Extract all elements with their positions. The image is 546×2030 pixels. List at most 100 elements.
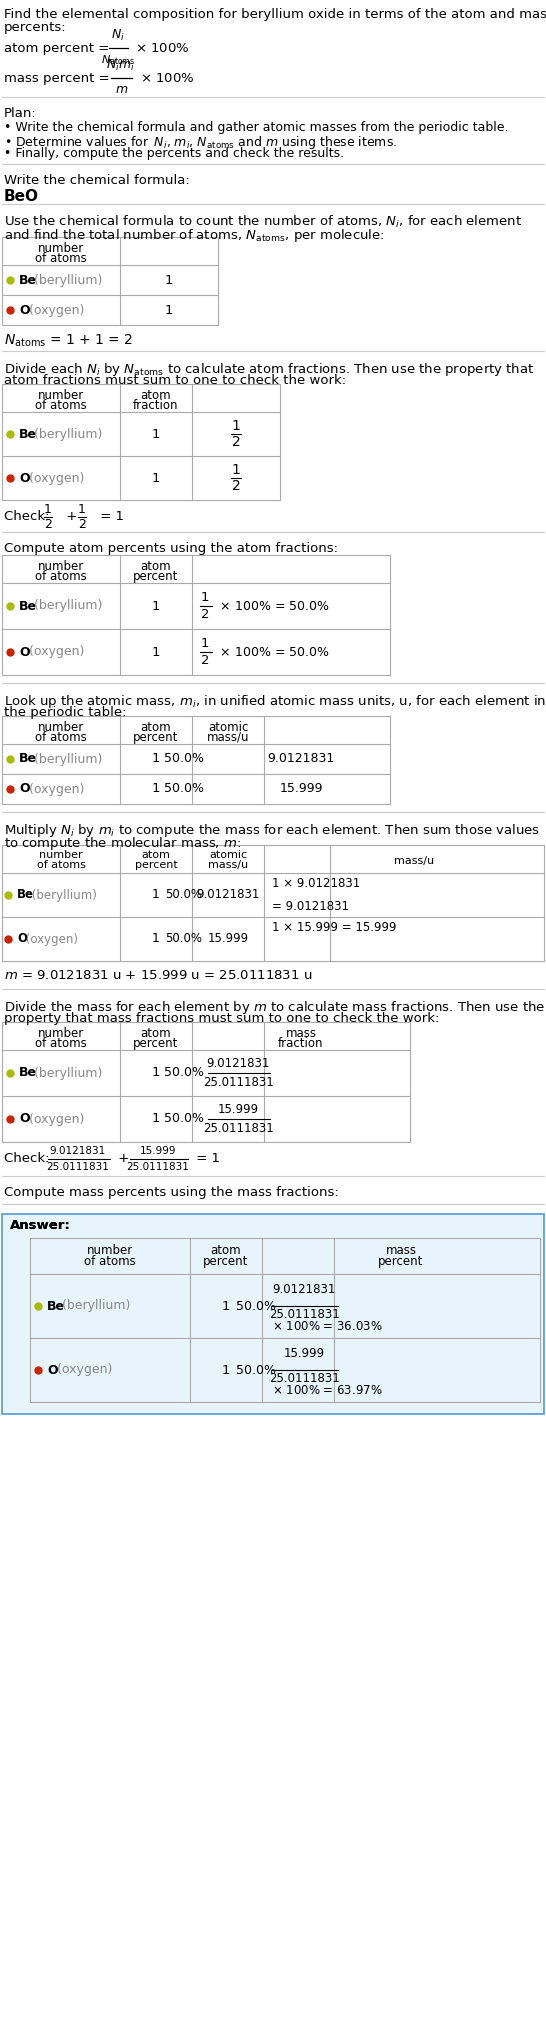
Text: O: O bbox=[19, 782, 29, 796]
Text: 1: 1 bbox=[152, 889, 160, 901]
Text: Be: Be bbox=[19, 599, 37, 613]
Text: O: O bbox=[19, 646, 29, 658]
Bar bbox=[30, 1238, 540, 1403]
Text: 2: 2 bbox=[232, 434, 240, 449]
Text: 1: 1 bbox=[152, 753, 160, 765]
Text: (oxygen): (oxygen) bbox=[52, 1364, 112, 1376]
Text: number: number bbox=[39, 851, 83, 861]
Text: 1: 1 bbox=[152, 599, 160, 613]
Text: (oxygen): (oxygen) bbox=[25, 782, 84, 796]
Text: 1: 1 bbox=[152, 782, 160, 796]
Text: O: O bbox=[19, 471, 29, 485]
Text: Check:: Check: bbox=[4, 510, 54, 524]
Text: 50.0%: 50.0% bbox=[236, 1299, 276, 1313]
Text: mass: mass bbox=[385, 1244, 417, 1257]
Text: 15.999: 15.999 bbox=[140, 1147, 176, 1155]
Text: • Determine values for  ​$N_i$, $m_i$, $N_{\rm atoms}$ and $m$ using these items: • Determine values for ​$N_i$, $m_i$, $N… bbox=[4, 134, 397, 150]
Text: Compute atom percents using the atom fractions:: Compute atom percents using the atom fra… bbox=[4, 542, 338, 554]
Bar bbox=[2, 384, 280, 499]
Bar bbox=[2, 1021, 410, 1143]
Text: (beryllium): (beryllium) bbox=[30, 428, 103, 441]
Text: Be: Be bbox=[17, 889, 34, 901]
Text: of atoms: of atoms bbox=[35, 731, 87, 745]
Text: $m$ = 9.0121831 u + 15.999 u = 25.0111831 u: $m$ = 9.0121831 u + 15.999 u = 25.011183… bbox=[4, 968, 312, 983]
Text: of atoms: of atoms bbox=[35, 570, 87, 583]
Text: atom: atom bbox=[141, 721, 171, 735]
Text: Be: Be bbox=[19, 753, 37, 765]
Text: 50.0%: 50.0% bbox=[165, 932, 203, 946]
Text: O: O bbox=[47, 1364, 58, 1376]
Text: 1: 1 bbox=[152, 471, 160, 485]
Text: mass percent =: mass percent = bbox=[4, 71, 114, 85]
Bar bbox=[2, 844, 544, 960]
Text: $N_{\rm atoms}$ = 1 + 1 = 2: $N_{\rm atoms}$ = 1 + 1 = 2 bbox=[4, 333, 133, 349]
Text: percent: percent bbox=[133, 1037, 179, 1050]
Text: atom: atom bbox=[211, 1244, 241, 1257]
Text: 25.0111831: 25.0111831 bbox=[46, 1161, 109, 1171]
Text: 1: 1 bbox=[201, 591, 209, 605]
Text: BeO: BeO bbox=[4, 189, 39, 203]
Text: 9.0121831: 9.0121831 bbox=[272, 1283, 336, 1295]
Text: percent: percent bbox=[133, 731, 179, 745]
Text: 1: 1 bbox=[165, 274, 173, 286]
Text: Multiply $N_i$ by $m_i$ to compute the mass for each element. Then sum those val: Multiply $N_i$ by $m_i$ to compute the m… bbox=[4, 822, 540, 838]
Text: mass/u: mass/u bbox=[207, 731, 250, 745]
Text: atom: atom bbox=[141, 390, 171, 402]
Text: 2: 2 bbox=[232, 479, 240, 493]
Text: 1: 1 bbox=[152, 1112, 160, 1125]
Text: Be: Be bbox=[47, 1299, 65, 1313]
Text: Plan:: Plan: bbox=[4, 108, 37, 120]
Text: of atoms: of atoms bbox=[35, 400, 87, 412]
Text: atom percent =: atom percent = bbox=[4, 41, 114, 55]
Text: number: number bbox=[38, 242, 84, 256]
Text: $N_i$: $N_i$ bbox=[111, 28, 125, 43]
Text: 2: 2 bbox=[44, 518, 52, 532]
Text: (beryllium): (beryllium) bbox=[30, 1066, 103, 1080]
Text: (beryllium): (beryllium) bbox=[58, 1299, 130, 1313]
Text: 1: 1 bbox=[152, 646, 160, 658]
Text: $N_i m_i$: $N_i m_i$ bbox=[105, 59, 134, 73]
Text: (oxygen): (oxygen) bbox=[25, 304, 84, 317]
Text: 2: 2 bbox=[78, 518, 86, 532]
Text: = 9.0121831: = 9.0121831 bbox=[272, 899, 349, 914]
Text: 1: 1 bbox=[152, 932, 160, 946]
Text: 15.999: 15.999 bbox=[207, 932, 248, 946]
Text: Look up the atomic mass, $m_i$, in unified atomic mass units, u, for each elemen: Look up the atomic mass, $m_i$, in unifi… bbox=[4, 692, 546, 710]
Text: $N_{\rm atoms}$: $N_{\rm atoms}$ bbox=[101, 53, 135, 67]
Text: 50.0%: 50.0% bbox=[236, 1364, 276, 1376]
Text: 25.0111831: 25.0111831 bbox=[269, 1307, 340, 1322]
Text: O: O bbox=[19, 1112, 29, 1125]
Text: (oxygen): (oxygen) bbox=[25, 646, 84, 658]
Text: the periodic table:: the periodic table: bbox=[4, 706, 127, 719]
Text: mass/u: mass/u bbox=[208, 861, 248, 871]
Text: and find the total number of atoms, $N_{\rm atoms}$, per molecule:: and find the total number of atoms, $N_{… bbox=[4, 227, 384, 244]
Text: number: number bbox=[38, 560, 84, 572]
Text: 9.0121831: 9.0121831 bbox=[206, 1058, 270, 1070]
Text: $\times$ 100%: $\times$ 100% bbox=[131, 41, 189, 55]
Bar bbox=[2, 238, 218, 325]
Text: of atoms: of atoms bbox=[37, 861, 85, 871]
Text: 1 × 9.0121831: 1 × 9.0121831 bbox=[272, 877, 360, 889]
Text: Be: Be bbox=[19, 1066, 37, 1080]
Bar bbox=[2, 1214, 544, 1415]
Text: number: number bbox=[38, 390, 84, 402]
Text: (beryllium): (beryllium) bbox=[27, 889, 97, 901]
Text: Check:: Check: bbox=[4, 1153, 54, 1165]
Text: (oxygen): (oxygen) bbox=[25, 471, 84, 485]
Text: of atoms: of atoms bbox=[35, 252, 87, 266]
Text: +: + bbox=[62, 510, 81, 524]
Bar bbox=[2, 554, 390, 676]
Text: 25.0111831: 25.0111831 bbox=[203, 1076, 274, 1088]
Text: atom: atom bbox=[141, 1027, 171, 1039]
Text: 50.0%: 50.0% bbox=[164, 753, 204, 765]
Text: of atoms: of atoms bbox=[35, 1037, 87, 1050]
Text: Compute mass percents using the mass fractions:: Compute mass percents using the mass fra… bbox=[4, 1186, 339, 1200]
Text: number: number bbox=[38, 721, 84, 735]
Text: (oxygen): (oxygen) bbox=[22, 932, 78, 946]
Text: percent: percent bbox=[135, 861, 177, 871]
Text: Divide the mass for each element by $m$ to calculate mass fractions. Then use th: Divide the mass for each element by $m$ … bbox=[4, 999, 545, 1015]
Text: 50.0%: 50.0% bbox=[164, 782, 204, 796]
Text: 2: 2 bbox=[201, 654, 209, 668]
Text: number: number bbox=[87, 1244, 133, 1257]
Text: Write the chemical formula:: Write the chemical formula: bbox=[4, 175, 190, 187]
